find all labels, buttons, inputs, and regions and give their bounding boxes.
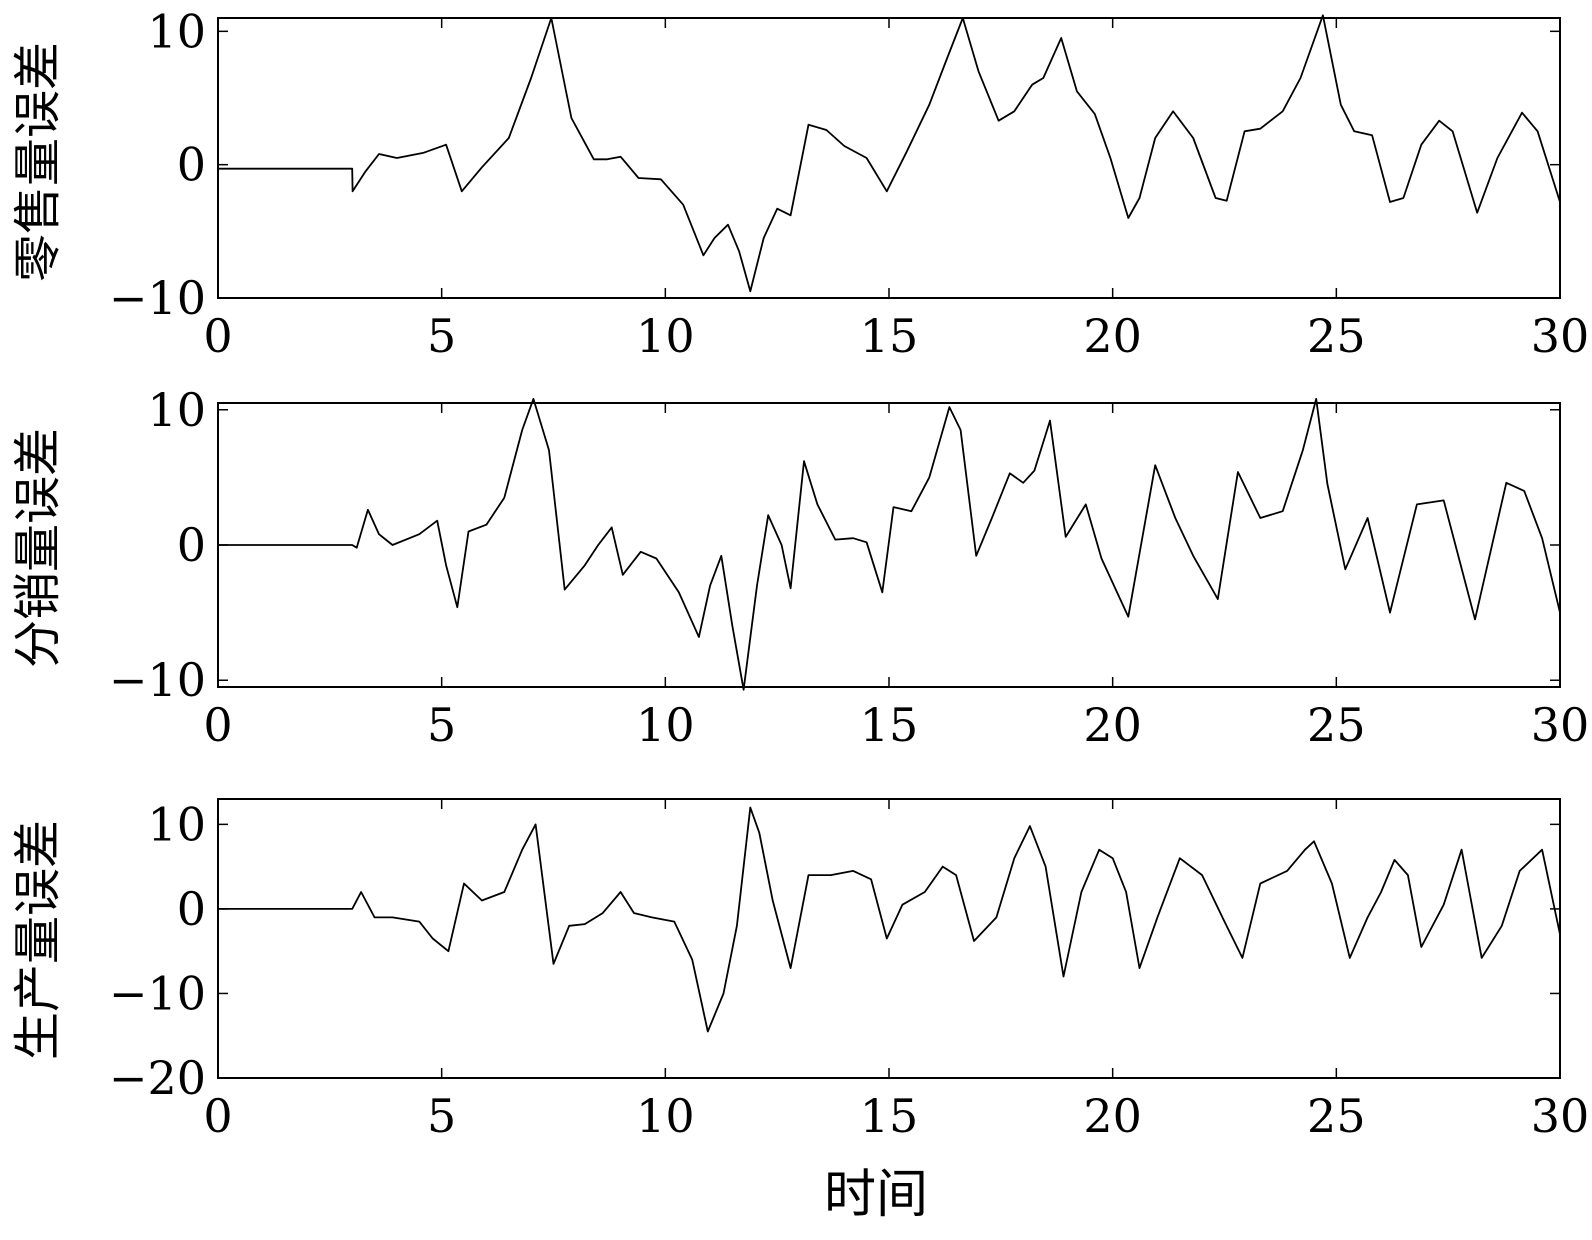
x-tick-label: 30 xyxy=(1531,309,1590,363)
error-series-line xyxy=(218,806,1561,1033)
x-tick-label: 5 xyxy=(427,698,456,752)
y-axis-label: 分销量误差 xyxy=(10,428,66,668)
x-tick-label: 15 xyxy=(860,1089,919,1143)
x-tick-label: 0 xyxy=(203,698,232,752)
y-axis-label: 零售量误差 xyxy=(10,42,66,282)
x-tick-label: 5 xyxy=(427,1089,456,1143)
x-tick-label: 15 xyxy=(860,309,919,363)
y-axis-label: 生产量误差 xyxy=(10,820,66,1060)
x-tick-label: 5 xyxy=(427,309,456,363)
x-tick-label: 25 xyxy=(1307,309,1366,363)
y-tick-label: −10 xyxy=(109,653,206,707)
y-tick-label: −20 xyxy=(109,1051,206,1105)
x-tick-label: 0 xyxy=(203,1089,232,1143)
x-tick-label: 30 xyxy=(1531,698,1590,752)
y-tick-label: 0 xyxy=(177,882,206,936)
x-tick-label: 15 xyxy=(860,698,919,752)
y-tick-label: 0 xyxy=(177,518,206,572)
x-tick-label: 0 xyxy=(203,309,232,363)
x-tick-label: 20 xyxy=(1083,309,1142,363)
y-tick-label: −10 xyxy=(109,271,206,325)
y-tick-label: 10 xyxy=(147,797,206,851)
x-tick-label: 20 xyxy=(1083,1089,1142,1143)
x-tick-label: 20 xyxy=(1083,698,1142,752)
x-tick-label: 25 xyxy=(1307,698,1366,752)
x-tick-label: 10 xyxy=(636,698,695,752)
x-tick-label: 30 xyxy=(1531,1089,1590,1143)
x-tick-label: 10 xyxy=(636,309,695,363)
production-error-panel: 0 5 10 15 20 25 30 −20 −10 0 10 生产量误差 xyxy=(10,797,1589,1143)
plot-frame xyxy=(217,17,1561,299)
x-axis-label: 时间 xyxy=(824,1165,928,1225)
y-tick-label: 10 xyxy=(147,383,206,437)
error-series-line xyxy=(218,14,1561,293)
x-tick-label: 10 xyxy=(636,1089,695,1143)
y-tick-label: 0 xyxy=(177,138,206,192)
y-tick-label: 10 xyxy=(147,4,206,58)
error-series-line xyxy=(218,397,1561,691)
y-tick-label: −10 xyxy=(109,966,206,1020)
x-tick-label: 25 xyxy=(1307,1089,1366,1143)
